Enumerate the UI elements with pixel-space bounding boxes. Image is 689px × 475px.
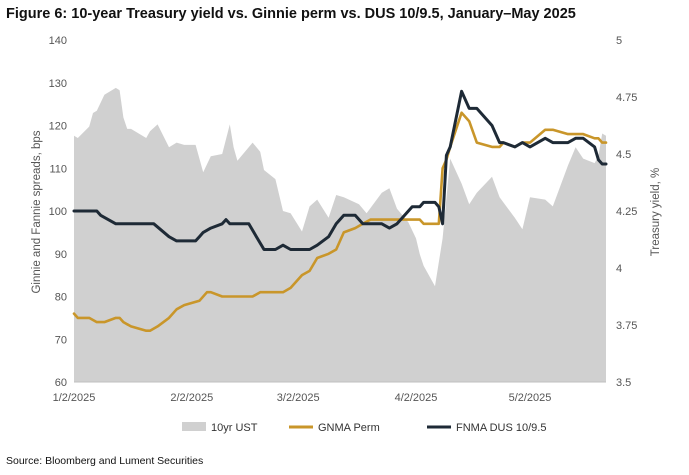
y2-tick-label-4: 4.5 [616, 149, 631, 161]
legend-label-2: FNMA DUS 10/9.5 [456, 422, 546, 434]
y-tick-label-1: 70 [55, 334, 67, 346]
x-tick-label-1: 2/2/2025 [170, 392, 213, 404]
series-area-0 [74, 87, 606, 383]
y-tick-label-2: 80 [55, 292, 67, 304]
line-layer [72, 89, 608, 333]
legend-label-1: GNMA Perm [318, 422, 380, 434]
y-tick-label-3: 90 [55, 249, 67, 261]
y2-tick-label-3: 4.25 [616, 206, 637, 218]
legend: 10yr UST GNMA Perm FNMA DUS 10/9.5 [182, 422, 546, 434]
area-layer [74, 87, 606, 383]
x-tick-label-2: 3/2/2025 [277, 392, 320, 404]
x-tick-label-0: 1/2/2025 [53, 392, 96, 404]
y2-tick-label-0: 3.5 [616, 377, 631, 389]
y2-tick-labels: 3.5 3.75 4 4.25 4.5 4.75 5 [616, 35, 637, 389]
legend-label-0: 10yr UST [211, 422, 258, 434]
legend-swatch-0 [182, 422, 206, 431]
y-tick-label-0: 60 [55, 377, 67, 389]
series-line-2 [72, 89, 608, 251]
y2-tick-label-5: 4.75 [616, 92, 637, 104]
x-tick-label-4: 5/2/2025 [509, 392, 552, 404]
y-tick-label-5: 110 [49, 163, 67, 175]
source-note: Source: Bloomberg and Lument Securities [6, 455, 204, 467]
figure-title: Figure 6: 10-year Treasury yield vs. Gin… [6, 6, 576, 22]
y-tick-labels: 60 70 80 90 100 110 120 130 140 [49, 35, 67, 389]
y2-tick-label-1: 3.75 [616, 320, 637, 332]
y-tick-label-4: 100 [49, 206, 67, 218]
y-axis-label: Ginnie and Fannie spreads, bps [31, 130, 43, 293]
y2-tick-label-6: 5 [616, 35, 622, 47]
y-tick-label-6: 120 [49, 121, 67, 133]
y2-axis-label: Treasury yield, % [650, 168, 662, 256]
x-tick-labels: 1/2/2025 2/2/2025 3/2/2025 4/2/2025 5/2/2025 [53, 392, 552, 404]
y-tick-label-8: 140 [49, 35, 67, 47]
x-tick-label-3: 4/2/2025 [395, 392, 438, 404]
y-tick-label-7: 130 [49, 78, 67, 90]
y2-tick-label-2: 4 [616, 263, 622, 275]
